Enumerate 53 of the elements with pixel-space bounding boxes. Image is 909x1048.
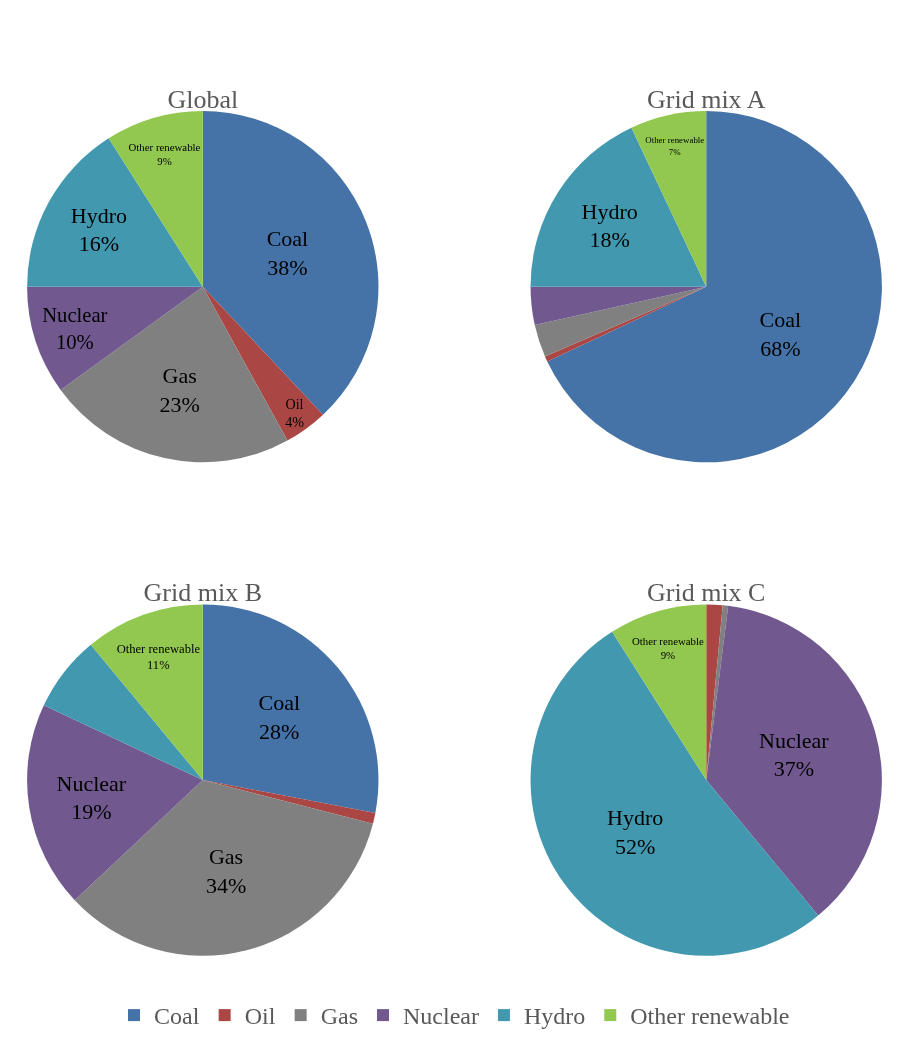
pie-slice [202, 604, 379, 813]
slice-label: Nuclear [56, 770, 127, 796]
data-label: 11% [147, 658, 171, 673]
data-label: 9% [157, 155, 172, 168]
slice-label: Gas [162, 363, 197, 389]
pie-slice [547, 110, 882, 463]
data-label: 7% [668, 146, 682, 157]
data-label: 34% [205, 872, 247, 898]
data-label: 19% [71, 799, 112, 825]
slice-label: Oil [285, 395, 304, 412]
chart-title: Grid mix C [646, 578, 766, 608]
data-label: 37% [773, 756, 815, 782]
slice-label: Coal [266, 226, 309, 252]
slice-label: Other renewable [116, 641, 201, 656]
slice-label: Nuclear [759, 727, 830, 753]
slice-label: Other renewable [645, 135, 705, 146]
data-label: 38% [267, 254, 308, 280]
chart-title: Grid mix B [143, 578, 263, 608]
slice-label: Nuclear [42, 303, 108, 326]
legend-label: Gas [320, 1003, 358, 1030]
pie-slice [27, 138, 203, 287]
legend-label: Other renewable [630, 1003, 790, 1030]
legend-label: Hydro [523, 1003, 586, 1030]
pie-slice [530, 127, 707, 287]
pie-slice [706, 605, 882, 916]
data-label: 10% [55, 330, 94, 353]
data-label: 28% [259, 718, 300, 744]
slice-label: Gas [208, 843, 244, 869]
slice-label: Coal [258, 690, 301, 716]
slice-label: Hydro [607, 804, 664, 830]
pie-slice [202, 286, 324, 441]
slice-label: Hydro [581, 198, 638, 224]
slice-label: Coal [759, 306, 802, 332]
legend-label: Coal [154, 1003, 200, 1030]
data-label: 68% [760, 335, 801, 361]
slice-label: Hydro [70, 202, 127, 228]
data-label: 4% [285, 413, 305, 430]
pie-slice [27, 705, 203, 901]
chart-title: Global [167, 84, 239, 114]
pie-slice [27, 286, 203, 390]
pie-slice [202, 110, 379, 415]
slice-label: Other renewable [631, 634, 705, 647]
legend-label: Nuclear [402, 1003, 479, 1030]
data-label: 9% [660, 648, 676, 661]
pie-slice [202, 780, 376, 824]
pie-slice [612, 604, 707, 781]
chart-title: Grid mix A [646, 84, 766, 114]
slice-label: Other renewable [128, 141, 201, 154]
data-label: 23% [159, 391, 200, 417]
legend-label: Oil [244, 1003, 276, 1030]
data-label: 16% [78, 231, 120, 257]
data-label: 52% [614, 833, 656, 859]
data-label: 18% [589, 227, 630, 253]
